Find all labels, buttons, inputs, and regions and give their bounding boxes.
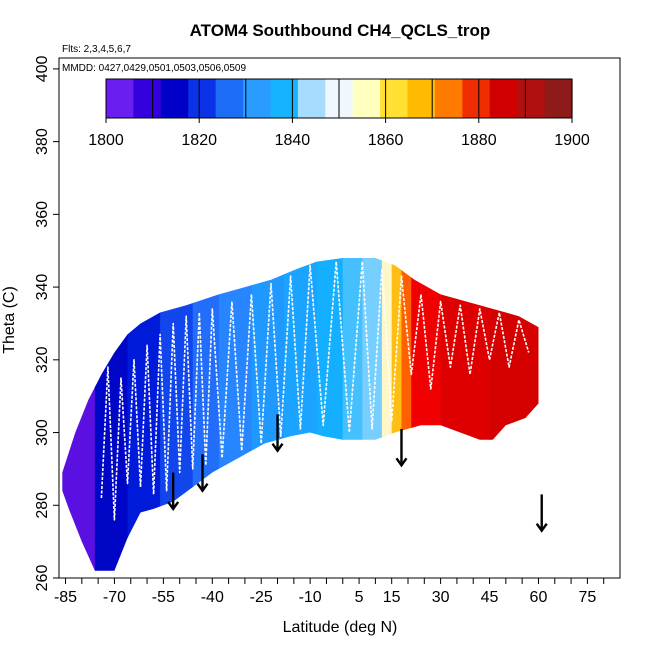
y-tick-label: 400 [34,55,51,82]
colorbar-tick-label: 1800 [88,132,124,149]
colorbar-tick-label: 1900 [554,132,590,149]
x-tick-label: 5 [355,589,364,606]
y-axis-label: Theta (C) [1,286,18,354]
colorbar-swatch [270,79,299,118]
colorbar-swatch [462,79,491,118]
colorbar-swatch [297,79,326,118]
colorbar-tick-label: 1820 [181,132,217,149]
colorbar-tick-label: 1880 [461,132,497,149]
x-tick-label: -25 [250,589,273,606]
x-tick-label: -10 [299,589,322,606]
y-tick-label: 320 [34,346,51,373]
colorbar-swatch [489,79,518,118]
colorbar-swatch [544,79,573,118]
y-tick-label: 380 [34,128,51,155]
y-tick-label: 340 [34,274,51,301]
x-tick-label: -85 [54,589,77,606]
down-arrow-head [535,523,548,533]
down-arrow-head [167,501,180,511]
colorbar-swatch [160,79,189,118]
colorbar-tick-label: 1860 [368,132,404,149]
heatmap-cell [391,258,402,571]
flight-track-line [100,260,530,521]
x-axis-label: Latitude (deg N) [283,619,398,636]
colorbar-frame [105,78,573,119]
x-tick-label: -70 [103,589,126,606]
y-tick-label: 280 [34,492,51,519]
colorbar-swatch [434,79,463,118]
plot-frame [58,57,621,579]
x-tick-label: 75 [578,589,596,606]
x-tick-label: 45 [481,589,499,606]
colorbar-swatch [188,79,217,118]
colorbar-swatch [243,79,272,118]
chart-title: ATOM4 Southbound CH4_QCLS_trop [190,21,491,40]
flights-note: Flts: 2,3,4,5,6,7 [62,44,131,55]
heatmap-cell [381,258,393,571]
heatmap-cell [218,258,252,571]
colorbar-swatch [352,79,381,118]
colorbar: 1800 1820 1840 1860 1880 1900 [88,78,590,149]
colorbar-swatch [380,79,409,118]
heatmap-cell [316,258,344,571]
colorbar-swatch [517,79,546,118]
heatmap-cell [342,258,363,571]
down-arrow-head [395,457,408,468]
x-tick-label: 30 [432,589,450,606]
x-tick-label: 15 [383,589,401,606]
y-tick-label: 260 [34,565,51,592]
x-tick-label: 60 [530,589,548,606]
flight-tracks [100,260,530,521]
y-tick-label: 360 [34,201,51,228]
colorbar-swatch [407,79,436,118]
heatmap-cell [411,258,442,571]
colorbar-swatch [106,79,135,118]
colorbar-swatch [215,79,244,118]
x-tick-label: -55 [152,589,175,606]
down-arrow-head [196,483,209,493]
colorbar-swatch [133,79,162,118]
down-arrow-head [271,443,284,453]
profile-arrows [167,414,548,533]
y-tick-label: 300 [34,419,51,446]
colorbar-tick-label: 1840 [275,132,311,149]
x-tick-label: -40 [201,589,224,606]
axes: -85 -70 -55 -40 -25 -10 5 15 30 45 60 75 260 280 300 32… [34,55,605,606]
heatmap-cell [401,258,412,571]
heatmap-cell [127,258,161,571]
dates-note: MMDD: 0427,0429,0501,0503,0506,0509 [62,63,246,74]
